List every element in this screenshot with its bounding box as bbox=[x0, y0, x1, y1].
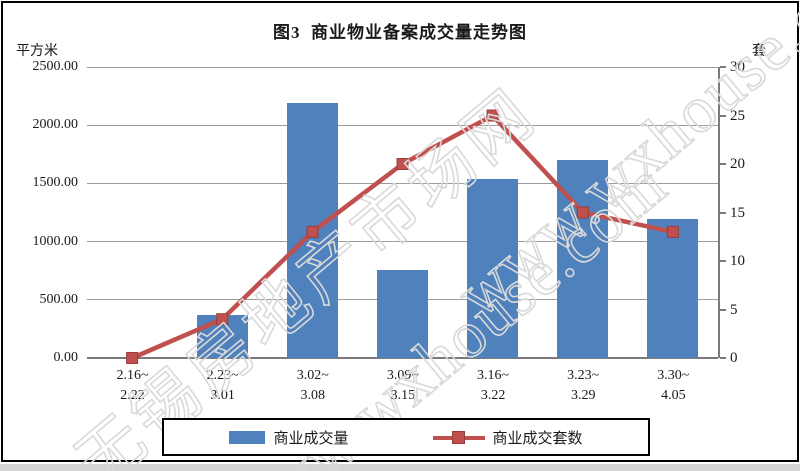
right-axis-tick-label: 25 bbox=[730, 107, 745, 124]
line-marker-2.16~2.22 bbox=[126, 352, 139, 364]
x-axis-label-3.02~3.08: 3.02~ 3.08 bbox=[296, 368, 329, 403]
page-bottom-strip bbox=[0, 464, 800, 471]
legend-bar-label: 商业成交量 bbox=[273, 430, 349, 447]
line-marker-3.30~4.05 bbox=[666, 225, 679, 238]
left-axis-tick-label: 2000.00 bbox=[32, 117, 79, 133]
x-axis-label-3.09~3.15: 3.09~ 3.15 bbox=[386, 368, 419, 403]
bar-3.30~4.05 bbox=[647, 218, 699, 358]
line-marker-3.23~3.29 bbox=[576, 206, 589, 219]
right-axis-tick bbox=[720, 211, 726, 214]
bar-3.16~3.22 bbox=[467, 178, 519, 358]
x-axis-label-3.30~4.05: 3.30~ 4.05 bbox=[657, 368, 690, 403]
x-axis-label-2.23~3.01: 2.23~ 3.01 bbox=[206, 368, 239, 403]
line-series-svg bbox=[126, 109, 679, 364]
gridline bbox=[87, 241, 718, 243]
right-axis-tick-label: 15 bbox=[730, 204, 745, 221]
right-axis-tick bbox=[720, 260, 726, 262]
right-axis-tick bbox=[720, 114, 726, 117]
right-axis-tick bbox=[720, 163, 726, 165]
left-axis-tick-label: 500.00 bbox=[39, 291, 79, 307]
right-axis-tick-label: 0 bbox=[730, 350, 738, 366]
watermark-text-cn: 无锡房地产市场网 bbox=[63, 75, 551, 471]
right-axis-tick bbox=[720, 66, 726, 68]
x-axis-label-3.23~3.29: 3.23~ 3.29 bbox=[567, 368, 600, 403]
gridline bbox=[87, 182, 718, 184]
right-axis-tick-label: 30 bbox=[730, 59, 745, 75]
right-axis-tick bbox=[720, 357, 726, 359]
x-axis-line bbox=[87, 357, 718, 359]
line-marker-2.23~3.01 bbox=[216, 313, 229, 326]
bar-series-swatch-icon bbox=[229, 430, 266, 444]
chart-legend: 商业成交量 商业成交套数 bbox=[162, 418, 650, 456]
legend-entry-line: 商业成交套数 bbox=[432, 427, 583, 448]
right-axis-unit-label: 套 bbox=[752, 44, 766, 59]
left-axis-unit-label: 平方米 bbox=[16, 44, 58, 59]
legend-line-label: 商业成交套数 bbox=[492, 430, 583, 447]
x-axis-label-2.16~2.22: 2.16~ 2.22 bbox=[116, 368, 149, 403]
right-axis-tick-label: 20 bbox=[730, 156, 745, 172]
left-axis-tick-label: 0.00 bbox=[53, 350, 79, 365]
left-axis-tick-label: 1500.00 bbox=[32, 175, 79, 191]
left-axis-tick-label: 2500.00 bbox=[32, 59, 79, 74]
watermark-text-url-tile: www.wxhouse.com bbox=[443, 0, 800, 331]
line-marker-3.16~3.22 bbox=[486, 109, 499, 122]
chart-title: 图3 商业物业备案成交量走势图 bbox=[273, 23, 527, 42]
line-series-swatch-icon bbox=[432, 430, 485, 445]
line-marker-3.02~3.08 bbox=[306, 225, 319, 238]
gridline bbox=[87, 66, 718, 68]
chart-border bbox=[1, 1, 799, 462]
right-axis-tick-label: 10 bbox=[730, 253, 745, 269]
legend-entry-bar: 商业成交量 bbox=[229, 427, 349, 448]
right-axis-tick bbox=[720, 308, 726, 311]
left-axis-tick-label: 1000.00 bbox=[32, 233, 79, 249]
gridline bbox=[87, 124, 718, 126]
right-axis-tick-label: 5 bbox=[730, 301, 738, 318]
line-marker-3.09~3.15 bbox=[396, 158, 409, 170]
right-axis-line bbox=[718, 67, 720, 358]
bar-3.09~3.15 bbox=[377, 269, 428, 358]
x-axis-label-3.16~3.22: 3.16~ 3.22 bbox=[477, 368, 510, 403]
